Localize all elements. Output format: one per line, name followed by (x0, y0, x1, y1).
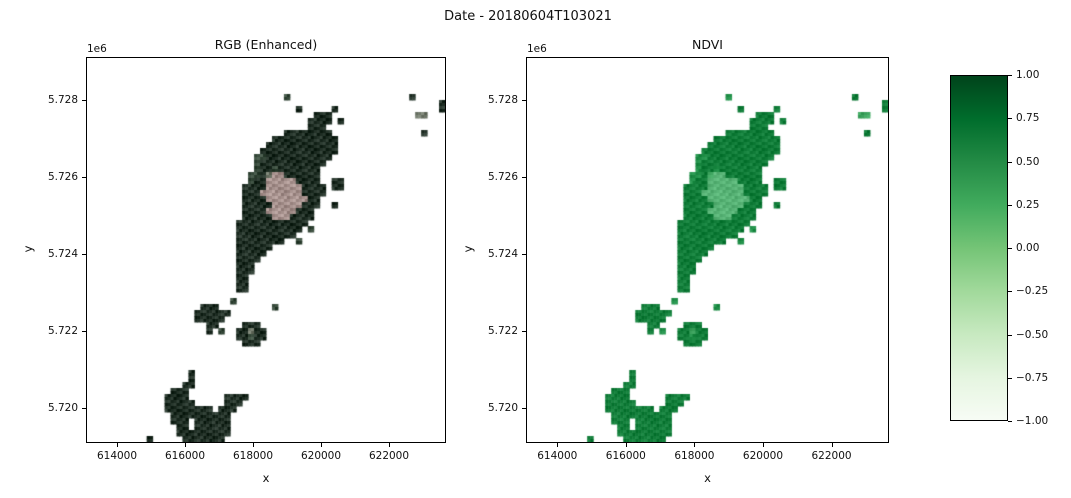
y-tick-label: 5.728 (487, 94, 518, 106)
x-tick-mark (185, 443, 186, 447)
y-tick-mark (522, 177, 526, 178)
colorbar-tick-label: −0.25 (1016, 285, 1049, 298)
colorbar-tick-mark (1008, 75, 1012, 76)
colorbar-tick-label: 0.00 (1016, 242, 1040, 254)
y-tick-mark (522, 100, 526, 101)
y-tick-label: 5.720 (487, 402, 518, 414)
colorbar-tick-mark (1008, 204, 1012, 206)
x-tick-label: 622000 (811, 450, 852, 462)
colorbar-tick-label: 1.00 (1016, 69, 1040, 81)
colorbar-tick-label: −0.75 (1016, 371, 1049, 384)
x-tick-mark (321, 443, 322, 447)
x-tick-mark (694, 443, 696, 447)
x-tick-label: 622000 (368, 450, 410, 462)
y-tick-label: 5.724 (47, 248, 78, 260)
x-tick-label: 618000 (674, 450, 715, 462)
figure-suptitle: Date - 20180604T103021 (444, 9, 612, 24)
x-tick-label: 614000 (96, 450, 138, 462)
colorbar-tick-label: 0.25 (1016, 198, 1040, 211)
colorbar-tick-mark (1008, 161, 1012, 163)
x-tick-mark (253, 443, 254, 447)
y-tick-mark (522, 254, 526, 255)
x-tick-mark (389, 443, 390, 447)
y-tick-label: 5.726 (487, 171, 518, 183)
x-tick-mark (557, 443, 559, 447)
x-tick-label: 616000 (605, 450, 646, 462)
x-tick-label: 616000 (164, 450, 206, 462)
ndvi-raster-image (527, 58, 888, 442)
y-tick-label: 5.722 (487, 325, 518, 337)
y-tick-mark (82, 408, 86, 409)
y-tick-label: 5.728 (47, 94, 78, 106)
ndvi-plot-title: NDVI (692, 37, 723, 52)
rgb-axes (86, 57, 446, 443)
x-tick-mark (117, 443, 118, 447)
x-tick-label: 620000 (300, 450, 342, 462)
colorbar-tick-label: −1.00 (1016, 415, 1049, 427)
ndvi-axes (526, 57, 889, 443)
ndvi-y-offset-label: 1e6 (527, 43, 547, 55)
y-tick-label: 5.726 (47, 171, 78, 183)
x-tick-mark (625, 443, 627, 447)
y-tick-label: 5.720 (47, 402, 78, 414)
colorbar-tick-label: 0.75 (1016, 112, 1040, 125)
x-tick-mark (762, 443, 764, 447)
x-tick-mark (831, 443, 833, 447)
x-tick-label: 614000 (537, 450, 578, 462)
y-tick-mark (522, 331, 526, 332)
rgb-x-axis-label: x (262, 471, 270, 485)
rgb-raster-image (87, 58, 445, 442)
y-tick-mark (522, 408, 526, 409)
colorbar-tick-label: −0.50 (1016, 328, 1049, 341)
ndvi-x-axis-label: x (704, 471, 711, 485)
colorbar-tick-mark (1008, 248, 1012, 249)
y-tick-label: 5.722 (47, 325, 78, 337)
rgb-plot-title: RGB (Enhanced) (214, 37, 318, 52)
y-tick-mark (82, 100, 86, 101)
colorbar-tick-mark (1008, 421, 1012, 422)
y-tick-mark (82, 331, 86, 332)
colorbar-tick-mark (1008, 118, 1012, 120)
colorbar-tick-mark (1008, 377, 1012, 379)
colorbar-tick-mark (1008, 291, 1012, 293)
y-tick-mark (82, 177, 86, 178)
y-tick-label: 5.724 (487, 248, 518, 260)
x-tick-label: 620000 (742, 450, 784, 462)
ndvi-colorbar (950, 75, 1008, 421)
colorbar-tick-mark (1008, 334, 1012, 336)
y-tick-mark (82, 254, 86, 255)
colorbar-tick-label: 0.50 (1016, 155, 1040, 168)
x-tick-label: 618000 (232, 450, 274, 462)
rgb-y-offset-label: 1e6 (87, 43, 107, 55)
